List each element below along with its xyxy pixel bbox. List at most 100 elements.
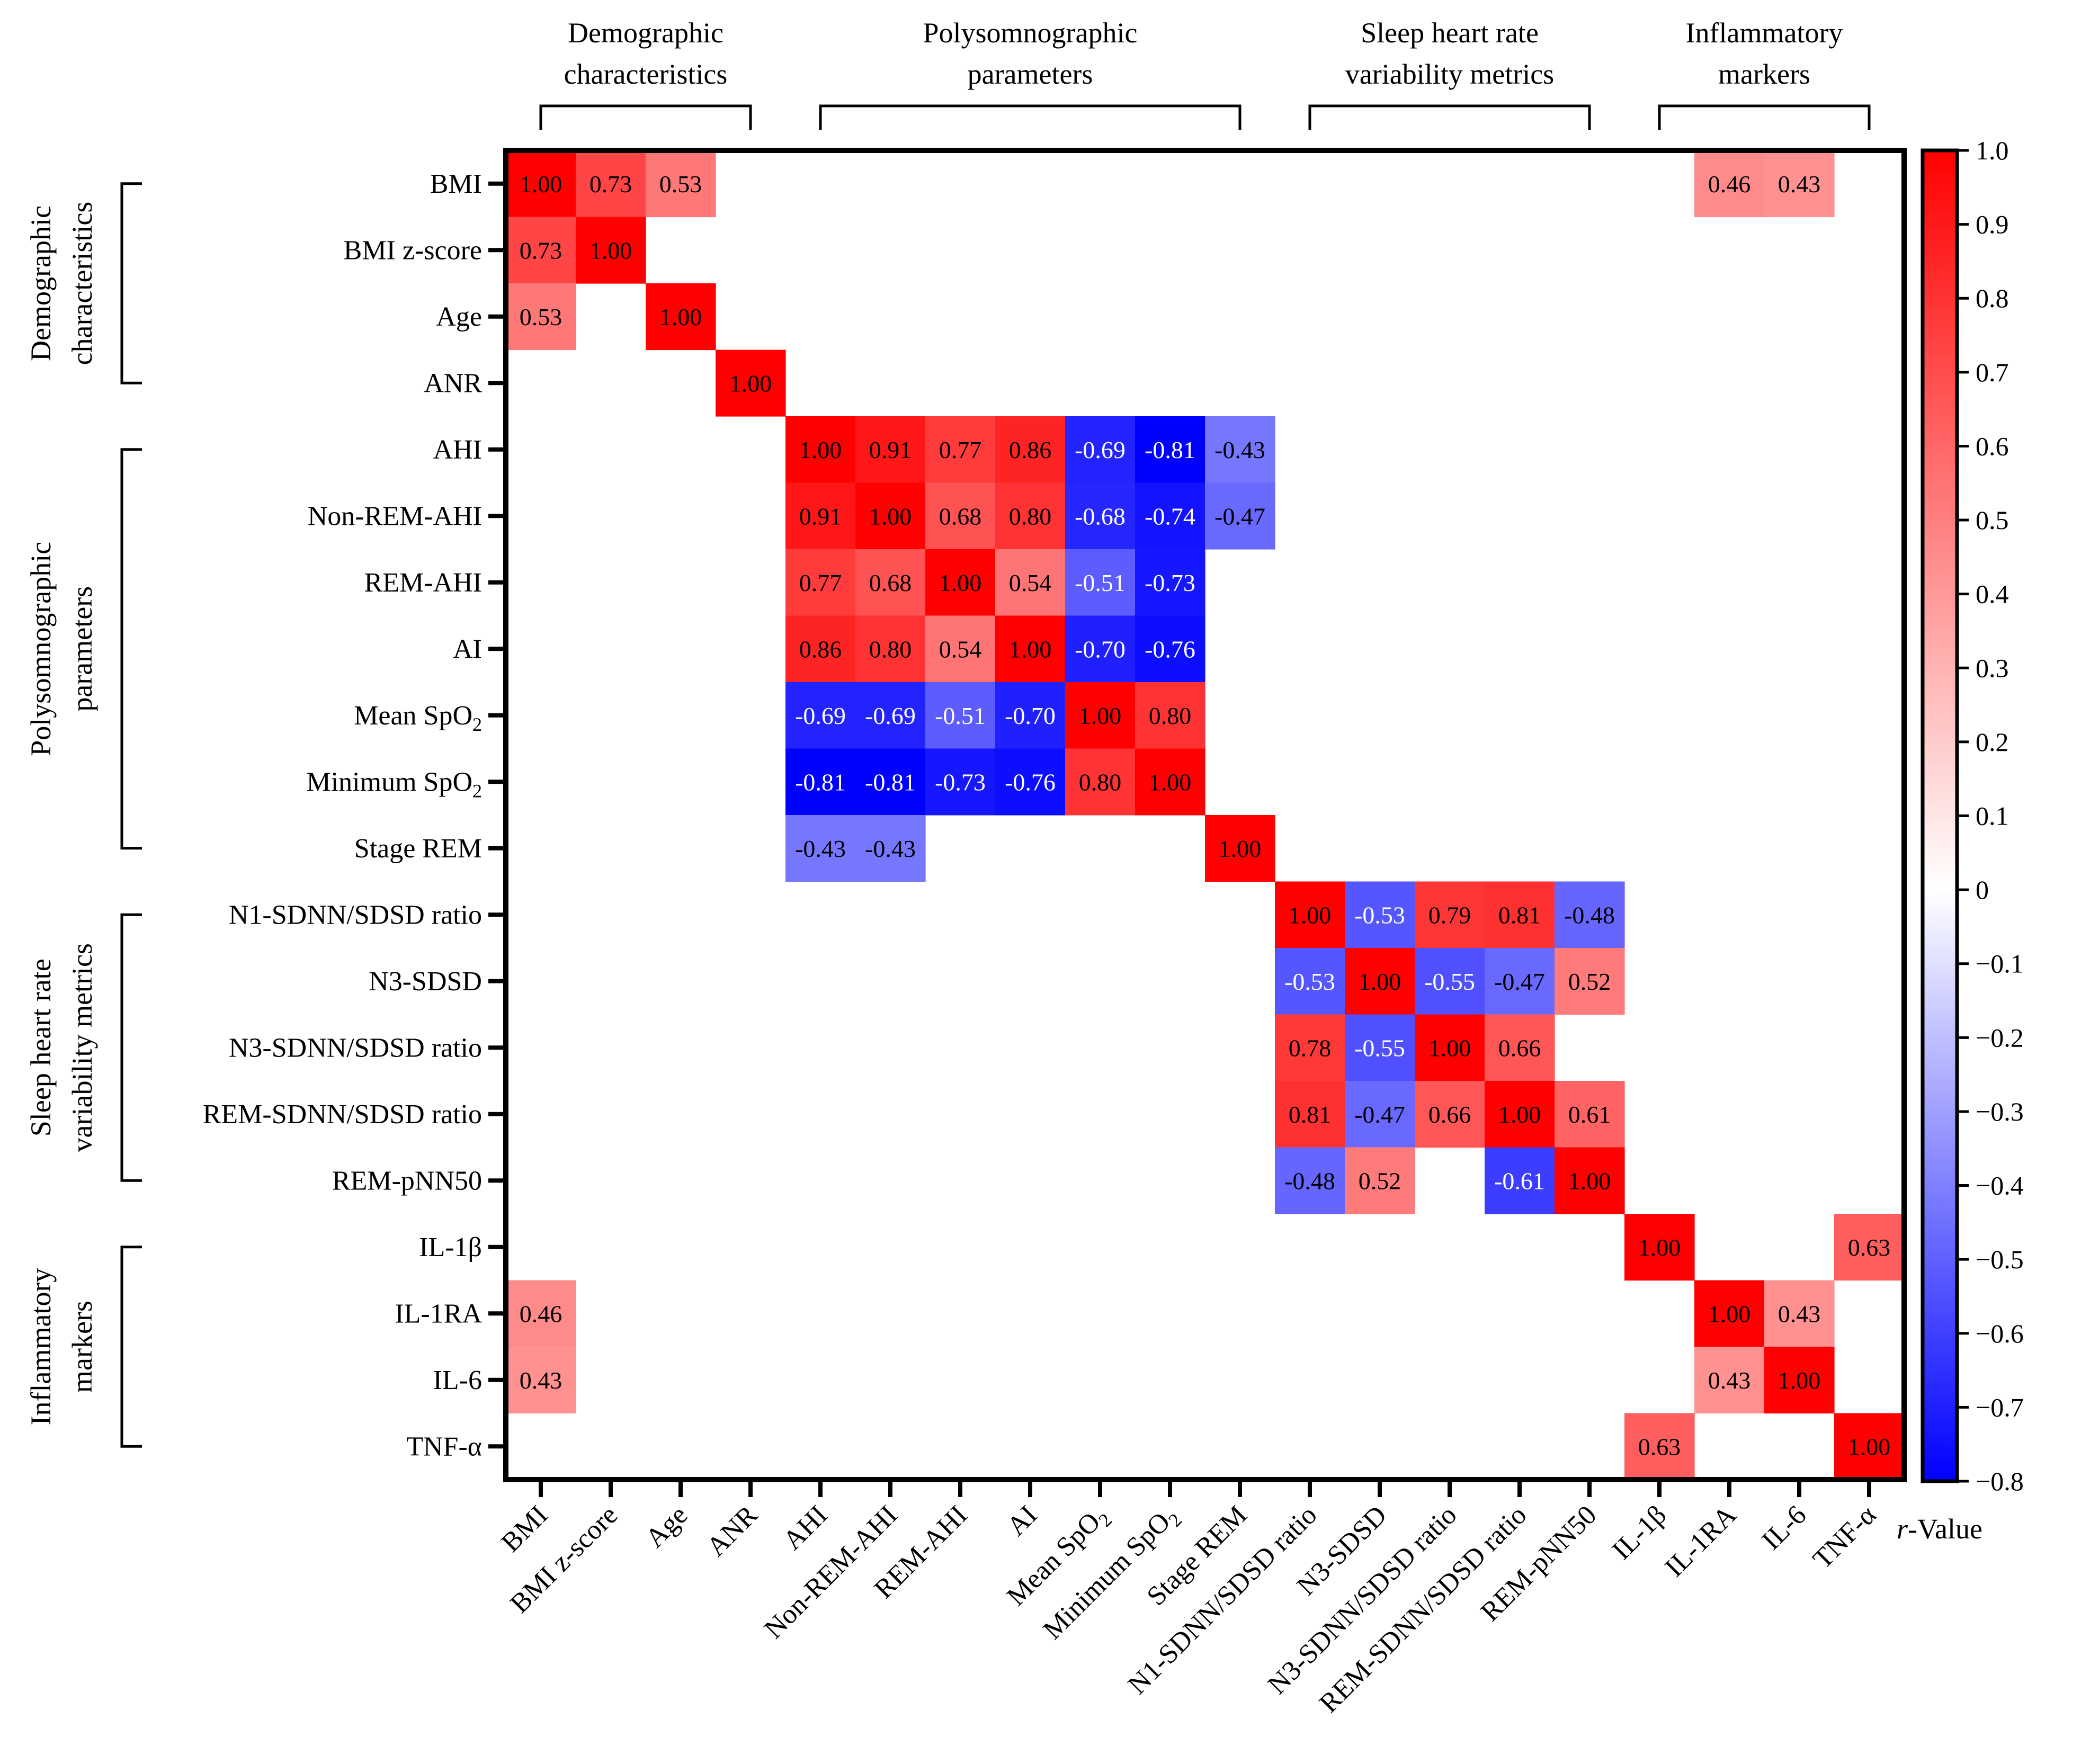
y-tick-label: ANR: [424, 368, 482, 398]
heatmap-cell: [855, 482, 926, 550]
tick-label-text: N3-SDSD: [369, 966, 482, 997]
colorbar-title-prefix: r: [1897, 1513, 1908, 1545]
heatmap-cell: [925, 416, 996, 483]
cell-value-label: -0.48: [1564, 901, 1615, 928]
y-tick-label: Stage REM: [354, 834, 482, 864]
heatmap-cell: [1624, 1413, 1695, 1480]
cell-value-label: 0.91: [799, 503, 842, 530]
colorbar-gradient: [1921, 148, 1959, 1483]
colorbar-tick-label: 0.6: [1976, 431, 2009, 461]
colorbar-tick-label: −0.7: [1976, 1392, 2024, 1422]
y-tick-label: BMI: [430, 169, 482, 199]
colorbar-tick-label: 0.4: [1976, 579, 2009, 609]
cell-value-label: -0.47: [1354, 1101, 1405, 1128]
colorbar-tick-label: −0.3: [1976, 1097, 2024, 1126]
heatmap-cell: [506, 283, 576, 351]
cell-value-label: -0.69: [795, 702, 846, 729]
cell-value-label: 1.00: [1708, 1300, 1751, 1327]
heatmap-cell: [925, 482, 996, 550]
cell-value-label: -0.68: [1075, 503, 1126, 530]
tick-label-text: REM-AHI: [364, 568, 482, 598]
x-tick-label: ANR: [701, 1500, 764, 1562]
heatmap-cell: [995, 482, 1066, 550]
heatmap-cell: [1764, 150, 1835, 218]
colorbar-title-suffix: -Value: [1908, 1513, 1982, 1545]
heatmap-cell: [1834, 1214, 1905, 1281]
x-tick-label: Age: [640, 1500, 694, 1554]
cell-value-label: -0.43: [795, 835, 846, 862]
y-tick-label: REM-AHI: [364, 568, 482, 598]
heatmap-cell: [1764, 1280, 1835, 1347]
heatmap-cell: [1834, 1413, 1905, 1480]
tick-label-text: Minimum SpO: [307, 767, 473, 797]
heatmap-cell: [1275, 1081, 1345, 1148]
heatmap-cell: [506, 1280, 576, 1347]
cell-value-label: 0.43: [1778, 171, 1821, 198]
cell-value-label: 1.00: [1568, 1167, 1611, 1194]
top-group-label: characteristics: [564, 58, 728, 90]
heatmap-cell: [1345, 1081, 1415, 1148]
tick-label-text: TNF-α: [406, 1431, 482, 1462]
plot-frame: [503, 148, 1907, 1482]
heatmap-cell: [1065, 748, 1136, 816]
colorbar-tick-label: 0: [1976, 875, 1989, 905]
heatmap-cell: [785, 549, 856, 616]
tick-label-text: Stage REM: [354, 834, 482, 864]
cell-value-label: 1.00: [869, 503, 912, 530]
heatmap-cell: [925, 615, 996, 683]
heatmap-cell: [1694, 150, 1765, 218]
colorbar-tick-label: 1.0: [1976, 136, 2009, 165]
heatmap-cell: [995, 682, 1066, 749]
cell-value-label: 0.77: [939, 436, 982, 463]
top-group-label: Demographic: [568, 17, 724, 49]
heatmap-cell: [785, 615, 856, 683]
cell-value-label: -0.81: [795, 768, 846, 795]
colorbar-tick-label: −0.2: [1976, 1023, 2024, 1052]
cell-value-label: -0.51: [935, 702, 986, 729]
tick-label-text: IL-6: [433, 1365, 482, 1395]
heatmap-cell: [1345, 948, 1415, 1015]
cell-value-label: 0.81: [1498, 901, 1541, 928]
heatmap-cell: [646, 150, 716, 218]
y-tick-label: N1-SDNN/SDSD ratio: [229, 900, 482, 930]
cell-value-label: 0.80: [1009, 503, 1052, 530]
cell-value-label: -0.73: [935, 768, 986, 795]
heatmap-cell: [1135, 482, 1205, 550]
heatmap-cell: [1485, 1014, 1555, 1081]
y-tick-label: IL-6: [433, 1365, 482, 1395]
y-tick-label: REM-pNN50: [332, 1166, 482, 1196]
tick-label-text: Age: [640, 1500, 694, 1554]
heatmap-cell: [1485, 881, 1555, 948]
colorbar-tick-label: 0.7: [1976, 357, 2009, 387]
tick-label-text: Non-REM-AHI: [308, 501, 482, 531]
heatmap-cell: [1135, 549, 1205, 616]
x-tick-label: AI: [1001, 1500, 1043, 1542]
cell-value-label: 1.00: [1079, 702, 1122, 729]
cell-value-label: 1.00: [1219, 835, 1262, 862]
heatmap-cell: [995, 549, 1066, 616]
cell-value-label: 1.00: [939, 569, 982, 596]
left-group-label: Demographic: [25, 205, 57, 361]
y-tick-label: AHI: [433, 435, 482, 465]
cell-value-label: 0.81: [1289, 1101, 1332, 1128]
cell-value-label: 0.91: [869, 436, 912, 463]
cell-value-label: -0.47: [1494, 968, 1545, 995]
colorbar-tick-label: 0.2: [1976, 727, 2009, 757]
top-group-label: Sleep heart rate: [1361, 17, 1539, 49]
top-group-bracket: [1308, 104, 1591, 130]
cell-value-label: -0.55: [1424, 968, 1475, 995]
heatmap-cell: [785, 815, 856, 882]
heatmap-cell: [855, 748, 926, 816]
heatmap-cell: [855, 549, 926, 616]
cell-value-label: 0.77: [799, 569, 842, 596]
top-group-label: Polysomnographic: [923, 17, 1138, 49]
x-tick-label: TNF-α: [1807, 1500, 1882, 1574]
colorbar-tick-label: 0.9: [1976, 210, 2009, 239]
top-group-label: markers: [1718, 58, 1810, 90]
y-tick-label: BMI z-score: [344, 235, 482, 265]
cell-value-label: 1.00: [1149, 768, 1192, 795]
colorbar-tick-label: −0.6: [1976, 1319, 2024, 1348]
top-group-bracket: [819, 104, 1242, 130]
tick-label-text: N1-SDNN/SDSD ratio: [229, 900, 482, 930]
